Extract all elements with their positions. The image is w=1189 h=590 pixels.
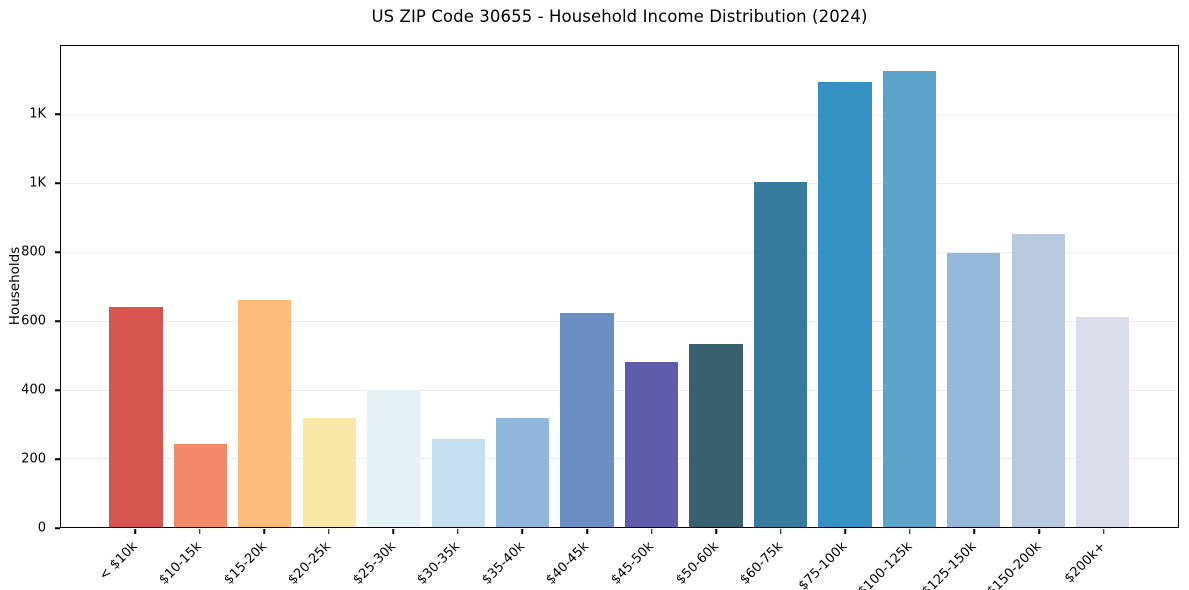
x-tick-mark: [844, 529, 847, 534]
y-tick-mark: [55, 458, 60, 460]
x-tick-label: $200k+: [1061, 539, 1109, 587]
chart-title: US ZIP Code 30655 - Household Income Dis…: [371, 7, 868, 26]
x-axis: < $10k $10-15k $15-20k $20-25k $25-30k $30-35…: [60, 528, 1179, 590]
gridline: [61, 458, 1178, 460]
gridline: [61, 389, 1178, 391]
x-tick-mark: [650, 529, 653, 534]
x-tick-label: $10-15k: [156, 539, 205, 588]
x-tick-label: $100-125k: [855, 539, 916, 590]
x-tick-label: $50-60k: [672, 539, 722, 588]
x-tick-label: $30-35k: [414, 539, 464, 588]
gridline: [61, 320, 1178, 322]
x-tick-mark: [457, 529, 459, 534]
y-tick-mark: [55, 527, 60, 529]
gridline: [61, 114, 1178, 116]
bar: [173, 443, 228, 527]
x-tick-label: $60-75k: [737, 539, 787, 588]
y-tick-mark: [55, 182, 60, 184]
y-tick-label: 400: [21, 382, 46, 398]
y-tick-label: 600: [21, 313, 46, 329]
y-tick-label: 800: [21, 244, 46, 260]
x-tick-mark: [1102, 529, 1105, 534]
bar: [238, 300, 292, 527]
bar: [109, 306, 163, 527]
x-tick-label: $15-20k: [221, 539, 270, 588]
x-tick-label: $150-200k: [984, 539, 1045, 590]
x-tick-label: < $10k: [96, 539, 141, 584]
y-tick-label: 0: [37, 520, 46, 536]
y-tick-label: 1K: [29, 175, 46, 191]
bar: [947, 252, 1001, 527]
y-tick-label: 200: [21, 451, 46, 467]
bar: [431, 439, 485, 527]
x-tick-mark: [134, 529, 136, 534]
x-tick-label: $40-45k: [543, 539, 593, 588]
x-tick-mark: [263, 529, 265, 534]
y-axis: 0 200 400 600 800 1K 1K: [0, 45, 60, 536]
x-tick-mark: [521, 529, 524, 534]
x-tick-mark: [1038, 529, 1040, 534]
x-tick-mark: [973, 529, 976, 534]
x-tick-label: $75-100k: [796, 539, 851, 590]
y-tick-label: 1K: [29, 106, 46, 122]
x-tick-label: $20-25k: [285, 539, 335, 588]
x-tick-mark: [198, 529, 201, 534]
bar: [560, 312, 614, 527]
bar: [624, 362, 679, 527]
bar: [367, 389, 421, 527]
y-tick-mark: [55, 320, 60, 322]
x-tick-mark: [328, 529, 330, 534]
x-tick-mark: [715, 529, 717, 534]
y-tick-mark: [55, 113, 60, 115]
x-tick-label: $35-40k: [479, 539, 528, 588]
y-tick-mark: [55, 389, 60, 391]
bar: [689, 343, 743, 527]
y-tick-mark: [55, 251, 60, 253]
x-tick-mark: [909, 529, 911, 534]
x-tick-mark: [779, 529, 782, 534]
x-tick-label: $125-150k: [919, 539, 980, 590]
x-tick-mark: [586, 529, 588, 534]
bar: [1011, 233, 1065, 527]
bar: [302, 418, 356, 527]
bar: [882, 70, 936, 527]
bar: [818, 82, 872, 527]
x-tick-label: $45-50k: [608, 539, 657, 588]
gridline: [61, 183, 1178, 185]
x-tick-label: $25-30k: [350, 539, 399, 588]
gridline: [61, 252, 1178, 254]
bar: [496, 418, 550, 527]
x-tick-mark: [392, 529, 395, 534]
bar: [753, 182, 808, 527]
plot-area: [60, 45, 1179, 528]
bar: [1076, 317, 1130, 527]
